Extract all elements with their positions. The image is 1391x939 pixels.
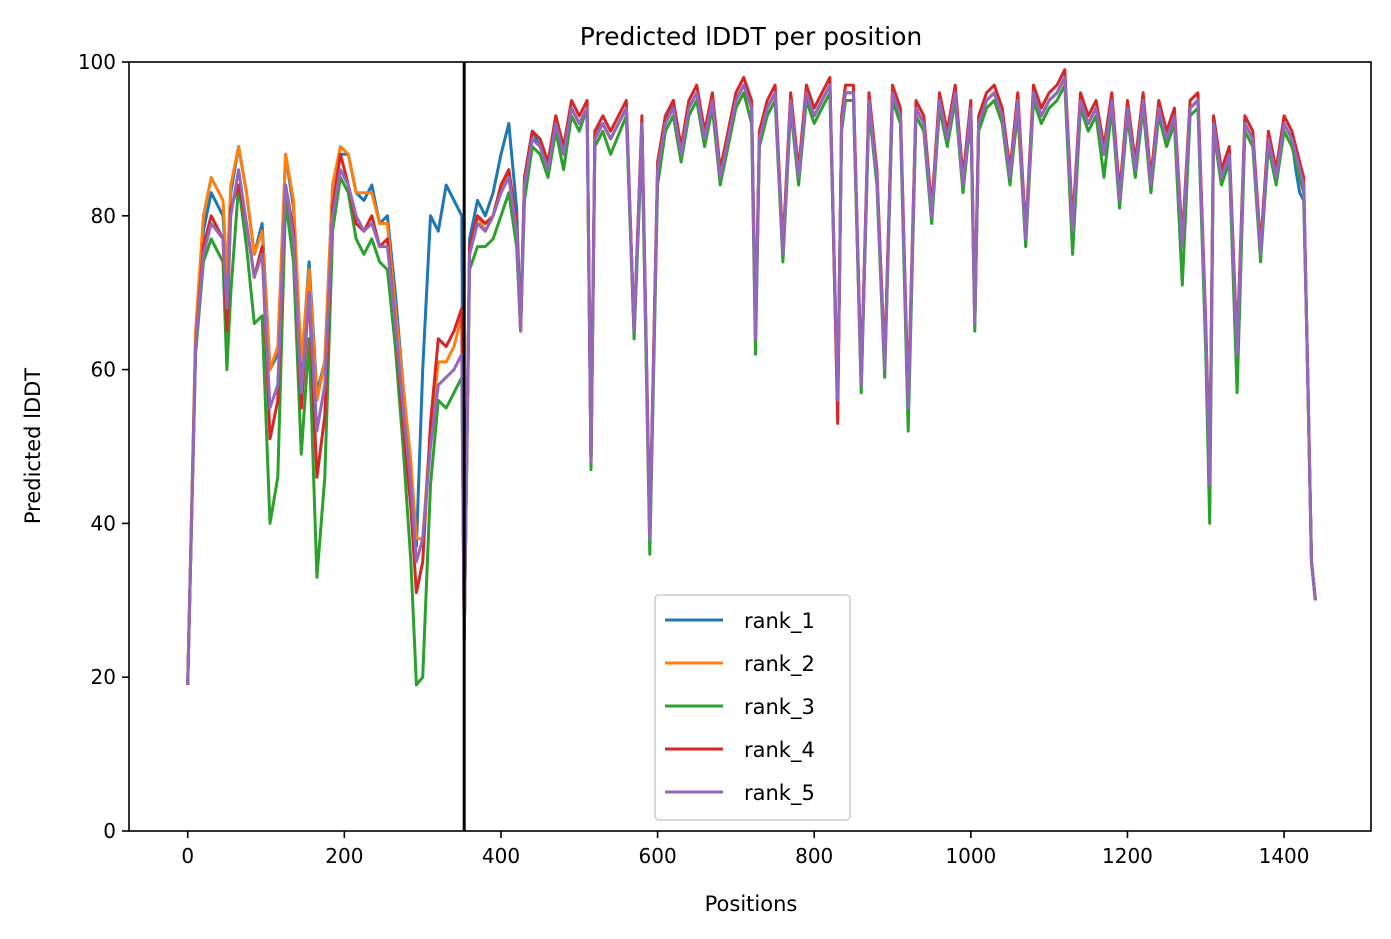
legend: rank_1 rank_2 rank_3 rank_4 rank_5: [654, 594, 851, 821]
x-tick-label: 600: [639, 844, 677, 868]
legend-label-rank_4: rank_4: [744, 738, 815, 763]
y-tick-label: 0: [103, 819, 116, 843]
legend-label-rank_5: rank_5: [744, 781, 815, 806]
legend-frame: [654, 594, 851, 821]
chart-title: Predicted lDDT per position: [580, 22, 922, 51]
y-axis: 0 20 40 60 80 100: [78, 50, 129, 843]
x-axis: 0 200 400 600 800 1000 1200 1400: [181, 831, 1310, 868]
y-tick-label: 40: [91, 511, 116, 535]
y-tick-label: 100: [78, 50, 116, 74]
x-tick-label: 800: [795, 844, 833, 868]
legend-label-rank_1: rank_1: [744, 609, 815, 634]
x-tick-label: 1000: [945, 844, 996, 868]
x-tick-label: 1400: [1259, 844, 1310, 868]
x-tick-label: 0: [181, 844, 194, 868]
plot-frame: [128, 61, 1372, 832]
y-tick-label: 80: [91, 204, 116, 228]
legend-label-rank_3: rank_3: [744, 695, 815, 720]
x-axis-title: Positions: [705, 892, 798, 916]
legend-label-rank_2: rank_2: [744, 652, 815, 677]
y-axis-title: Predicted lDDT: [21, 368, 45, 524]
plot-lines: [186, 68, 1317, 687]
series-line-rank_5: [186, 75, 1317, 685]
x-tick-label: 400: [482, 844, 520, 868]
x-tick-label: 1200: [1102, 844, 1153, 868]
y-tick-label: 20: [91, 665, 116, 689]
x-tick-label: 200: [325, 844, 363, 868]
y-tick-label: 60: [91, 358, 116, 382]
